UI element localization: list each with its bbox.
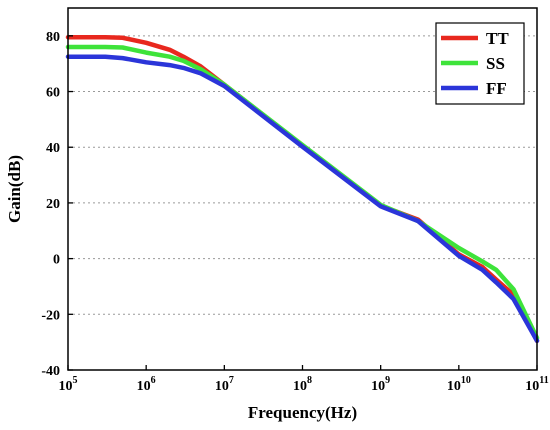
x-tick-base: 10 bbox=[525, 379, 539, 394]
x-tick-label: 108 bbox=[293, 375, 312, 394]
series-lines bbox=[65, 34, 540, 344]
x-tick-base: 10 bbox=[59, 379, 73, 394]
x-tick-base: 10 bbox=[137, 379, 151, 394]
x-tick-base: 10 bbox=[293, 379, 307, 394]
x-tick-label: 1011 bbox=[525, 375, 548, 394]
legend-label-tt: TT bbox=[486, 29, 509, 48]
x-tick-exponent: 7 bbox=[229, 375, 234, 386]
x-tick-label: 1010 bbox=[447, 375, 471, 394]
x-tick-label: 105 bbox=[59, 375, 78, 394]
x-tick-base: 10 bbox=[447, 379, 461, 394]
y-tick-label: 0 bbox=[53, 253, 60, 268]
x-tick-exponent: 11 bbox=[539, 375, 548, 386]
x-tick-label: 109 bbox=[371, 375, 390, 394]
y-tick-label: -40 bbox=[41, 364, 60, 379]
y-axis-title: Gain(dB) bbox=[5, 155, 24, 223]
x-tick-label: 106 bbox=[137, 375, 156, 394]
x-tick-exponent: 6 bbox=[151, 375, 156, 386]
legend: TT SS FF bbox=[435, 22, 525, 105]
legend-label-ff: FF bbox=[486, 79, 507, 98]
y-tick-label: 40 bbox=[46, 141, 60, 156]
x-tick-exponent: 8 bbox=[307, 375, 312, 386]
legend-label-ss: SS bbox=[486, 54, 505, 73]
y-tick-label: -20 bbox=[41, 308, 60, 323]
x-tick-exponent: 5 bbox=[73, 375, 78, 386]
x-tick-label: 107 bbox=[215, 375, 234, 394]
y-tick-label: 20 bbox=[46, 197, 60, 212]
y-tick-label: 60 bbox=[46, 86, 60, 101]
x-tick-base: 10 bbox=[371, 379, 385, 394]
x-axis-title: Frequency(Hz) bbox=[248, 403, 357, 422]
y-tick-label: 80 bbox=[46, 30, 60, 45]
series-line-ff bbox=[65, 54, 540, 344]
x-tick-exponent: 10 bbox=[461, 375, 471, 386]
x-tick-base: 10 bbox=[215, 379, 229, 394]
x-tick-exponent: 9 bbox=[385, 375, 390, 386]
